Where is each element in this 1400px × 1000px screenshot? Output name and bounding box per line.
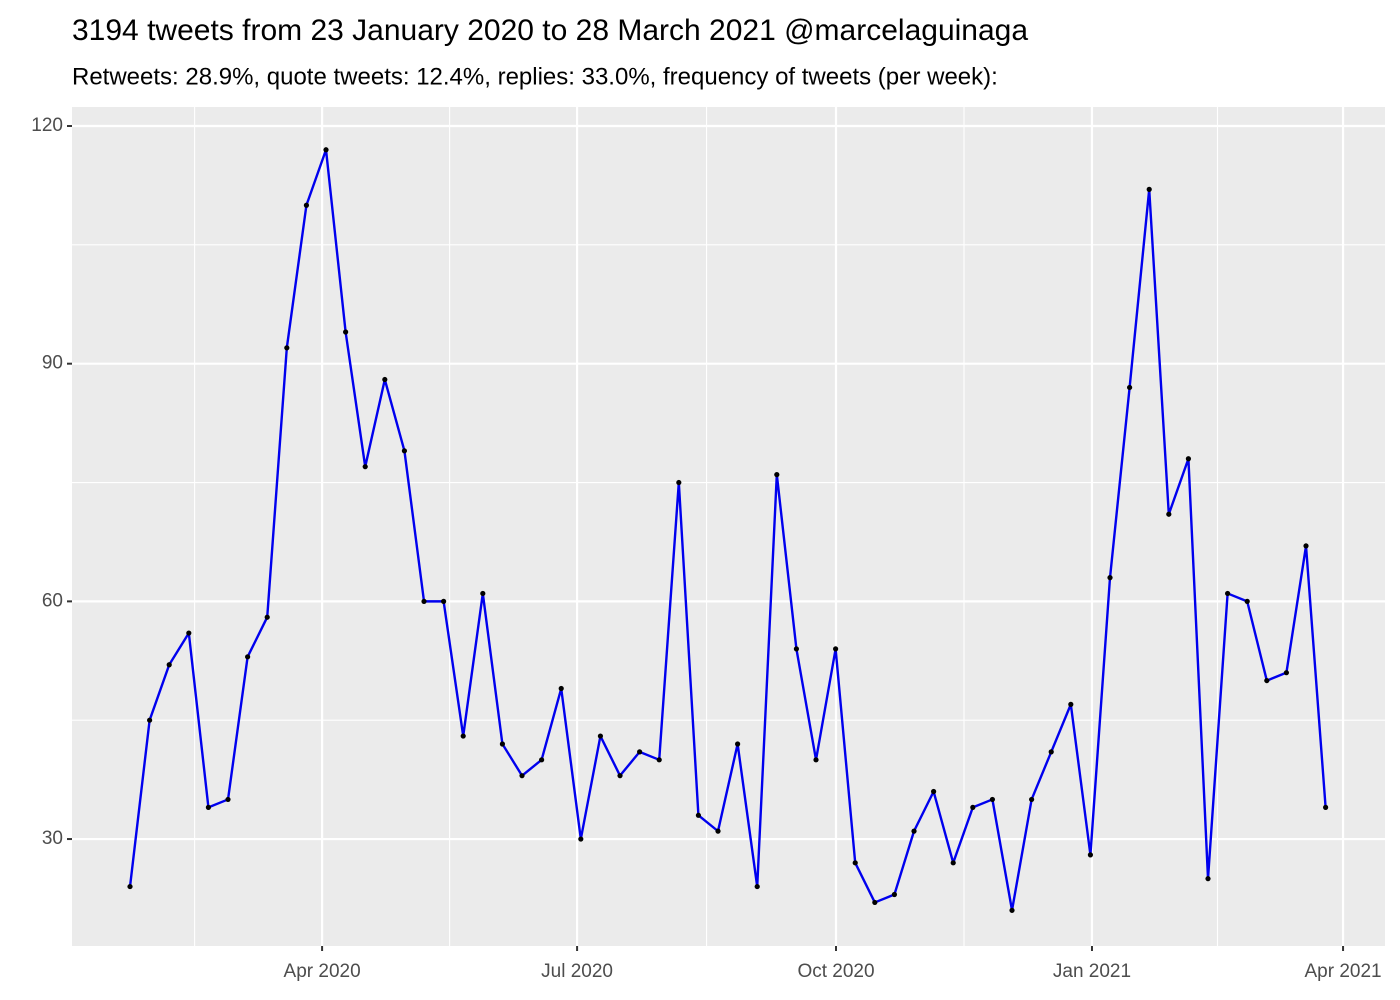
point	[1244, 598, 1250, 604]
point	[323, 147, 329, 153]
point	[1283, 670, 1290, 676]
point	[519, 773, 525, 779]
point	[382, 376, 388, 383]
y-tick-label: 60	[42, 590, 63, 611]
point	[362, 464, 368, 470]
point	[715, 828, 721, 834]
point	[872, 899, 878, 906]
point	[754, 883, 760, 890]
point	[1029, 796, 1035, 803]
point	[1048, 749, 1054, 755]
point	[205, 804, 212, 810]
chart-title: 3194 tweets from 23 January 2020 to 28 M…	[72, 14, 1028, 47]
point	[401, 448, 408, 454]
x-tick-label: Jan 2021	[1053, 961, 1131, 982]
point	[1323, 804, 1329, 810]
point	[343, 329, 349, 335]
point	[617, 773, 623, 779]
y-tick-label: 120	[31, 115, 63, 136]
chart-subtitle: Retweets: 28.9%, quote tweets: 12.4%, re…	[72, 63, 998, 90]
point	[813, 757, 819, 763]
point	[970, 804, 976, 810]
panel	[72, 107, 1385, 946]
point	[1107, 575, 1113, 581]
point	[186, 630, 192, 636]
point	[539, 757, 545, 763]
point	[695, 812, 702, 818]
point	[499, 741, 506, 747]
point	[1264, 677, 1270, 684]
point	[852, 860, 858, 866]
line	[128, 148, 1327, 912]
y-tick-label: 30	[42, 828, 63, 849]
point	[1166, 511, 1172, 517]
point	[597, 733, 604, 739]
point	[1185, 456, 1192, 462]
point	[891, 891, 898, 898]
point	[676, 479, 682, 486]
point	[793, 646, 800, 652]
point	[245, 654, 251, 660]
point	[1205, 876, 1211, 882]
point	[656, 757, 662, 763]
x-tick-label: Apr 2021	[1304, 961, 1381, 982]
point	[480, 590, 486, 597]
point	[578, 836, 584, 842]
point	[637, 749, 643, 755]
point	[833, 646, 839, 652]
point	[303, 202, 310, 208]
point	[1225, 590, 1231, 597]
point	[1127, 384, 1133, 391]
point	[989, 796, 996, 803]
point	[421, 598, 427, 604]
point	[1146, 186, 1152, 192]
point	[1087, 852, 1094, 858]
point	[441, 598, 447, 604]
point	[1009, 907, 1015, 913]
point	[911, 828, 917, 834]
point	[558, 685, 564, 692]
y-tick-label: 90	[42, 353, 63, 374]
point	[264, 614, 270, 620]
point	[460, 733, 466, 739]
point	[774, 472, 780, 478]
x-tick-label: Oct 2020	[797, 961, 874, 982]
point	[284, 345, 290, 351]
point	[950, 860, 956, 866]
point	[931, 788, 937, 795]
point	[1068, 701, 1074, 707]
x-tick-label: Jul 2020	[541, 961, 613, 982]
point	[225, 796, 231, 803]
point	[166, 662, 172, 668]
point	[1303, 543, 1309, 549]
point	[147, 717, 153, 723]
point	[735, 741, 741, 747]
x-tick-label: Apr 2020	[284, 961, 361, 982]
point	[127, 883, 133, 890]
